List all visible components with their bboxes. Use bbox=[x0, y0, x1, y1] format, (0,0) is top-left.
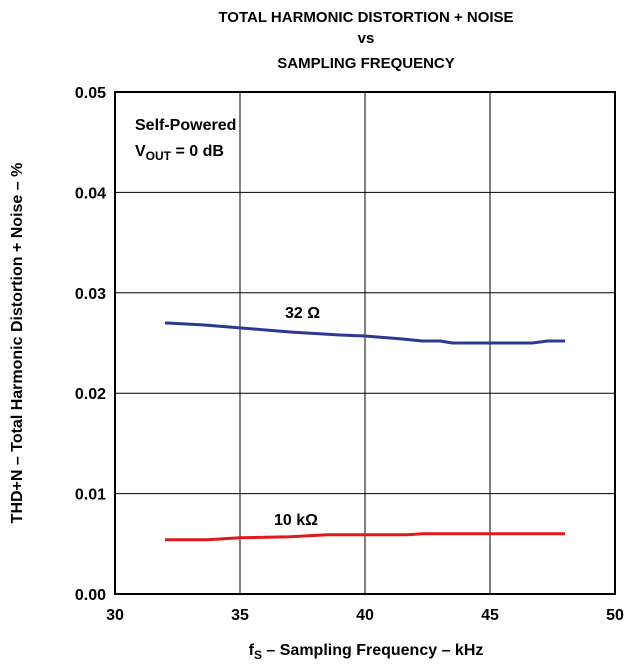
title-line-1: TOTAL HARMONIC DISTORTION + NOISE bbox=[218, 9, 513, 26]
title-line-2: vs bbox=[358, 30, 375, 47]
y-tick-label: 0.00 bbox=[75, 587, 106, 604]
annotation-line-1: Self-Powered bbox=[135, 117, 236, 134]
x-axis-label-rest: – Sampling Frequency – kHz bbox=[262, 642, 483, 659]
x-tick-label: 40 bbox=[356, 607, 374, 624]
x-tick-label: 30 bbox=[106, 607, 124, 624]
plot-frame bbox=[114, 91, 616, 595]
series-label-32-ohm: 32 Ω bbox=[285, 305, 320, 322]
annotation-v-rest: = 0 dB bbox=[171, 143, 224, 160]
x-tick-label: 45 bbox=[481, 607, 499, 624]
series-lines bbox=[164, 321, 565, 542]
y-tick-labels: 0.00 0.01 0.02 0.03 0.04 0.05 bbox=[75, 85, 106, 604]
title-line-3: SAMPLING FREQUENCY bbox=[277, 55, 455, 72]
x-tick-labels: 30 35 40 45 50 bbox=[106, 607, 624, 624]
y-tick-label: 0.04 bbox=[75, 185, 106, 202]
y-tick-label: 0.01 bbox=[75, 487, 106, 504]
chart-title: TOTAL HARMONIC DISTORTION + NOISE vs SAM… bbox=[218, 9, 513, 72]
annotation-line-2: VOUT = 0 dB bbox=[135, 143, 224, 163]
y-tick-label: 0.03 bbox=[75, 286, 106, 303]
annotation: Self-Powered VOUT = 0 dB bbox=[135, 117, 236, 163]
y-axis-label: THD+N – Total Harmonic Distortion + Nois… bbox=[9, 163, 26, 524]
annotation-v-sub: OUT bbox=[146, 149, 172, 163]
x-axis-label-f: f bbox=[249, 642, 255, 659]
series-line-10k-ohm bbox=[165, 532, 565, 542]
x-tick-label: 50 bbox=[606, 607, 624, 624]
x-axis-label: fS – Sampling Frequency – kHz bbox=[249, 642, 484, 662]
annotation-v: V bbox=[135, 143, 146, 160]
y-tick-label: 0.05 bbox=[75, 85, 106, 102]
series-label-10k-ohm: 10 kΩ bbox=[274, 512, 318, 529]
y-tick-label: 0.02 bbox=[75, 386, 106, 403]
series-line-32-ohm bbox=[164, 321, 565, 345]
x-axis-label-sub: S bbox=[254, 648, 262, 662]
x-tick-label: 35 bbox=[231, 607, 249, 624]
